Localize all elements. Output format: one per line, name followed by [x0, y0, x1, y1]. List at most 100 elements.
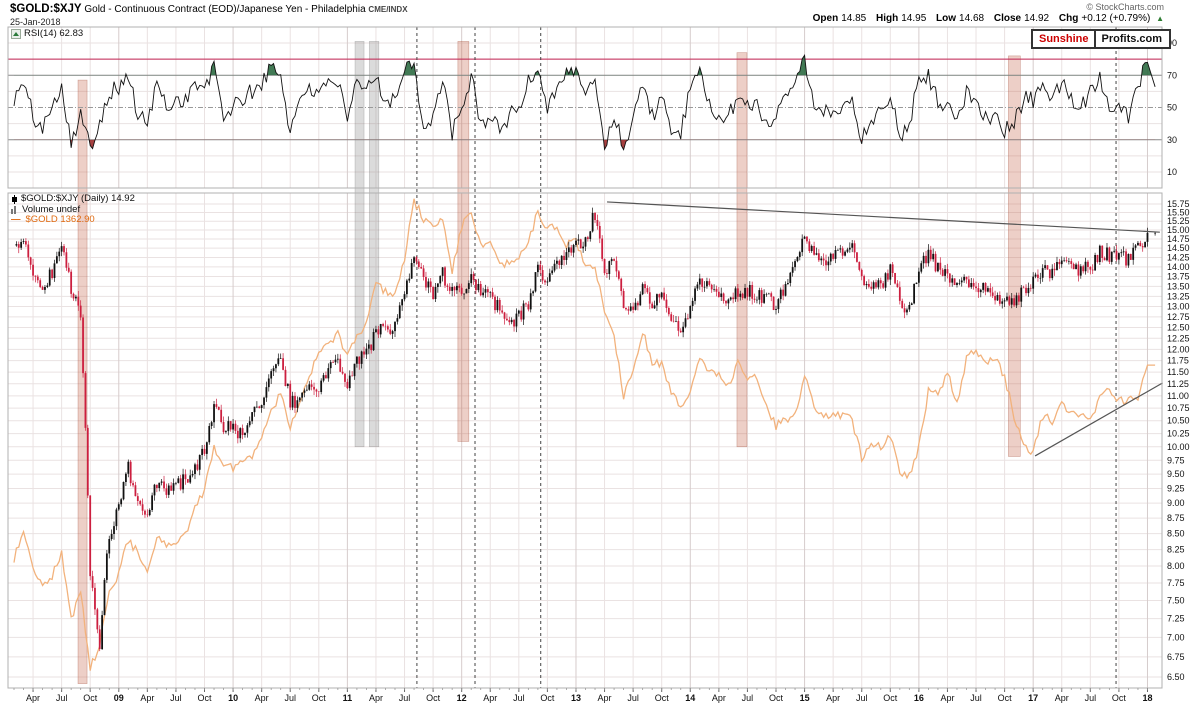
svg-text:6.75: 6.75 [1167, 652, 1185, 662]
logo-part-profits: Profits.com [1093, 31, 1170, 47]
svg-text:11.75: 11.75 [1167, 356, 1189, 366]
svg-text:9.25: 9.25 [1167, 483, 1185, 493]
rsi-y-axis-labels: 90 70 50 30 10 [1167, 38, 1177, 177]
chart-date: 25-Jan-2018 [10, 17, 61, 27]
svg-text:8.00: 8.00 [1167, 561, 1185, 571]
symbol-label: $GOLD:$XJY [10, 3, 82, 15]
svg-text:10: 10 [228, 693, 238, 703]
svg-text:7.25: 7.25 [1167, 614, 1185, 624]
svg-text:12.50: 12.50 [1167, 323, 1190, 333]
svg-text:50: 50 [1167, 103, 1177, 113]
svg-text:Apr: Apr [26, 693, 40, 703]
svg-text:13.75: 13.75 [1167, 272, 1190, 282]
indicator-icon [11, 28, 21, 39]
svg-text:Apr: Apr [712, 693, 726, 703]
svg-text:12.75: 12.75 [1167, 312, 1190, 322]
copyright-label: © StockCharts.com [1086, 2, 1164, 12]
svg-text:7.75: 7.75 [1167, 578, 1185, 588]
svg-text:Oct: Oct [540, 693, 555, 703]
high-value: 14.95 [901, 13, 927, 24]
legend-overlay-text: $GOLD 1362.90 [25, 214, 95, 225]
svg-text:Oct: Oct [769, 693, 784, 703]
svg-text:Oct: Oct [655, 693, 670, 703]
svg-text:Apr: Apr [140, 693, 154, 703]
symbol-description: Gold - Continuous Contract (EOD)/Japanes… [84, 4, 366, 15]
svg-text:Apr: Apr [940, 693, 954, 703]
svg-text:9.75: 9.75 [1167, 455, 1185, 465]
svg-text:6.50: 6.50 [1167, 672, 1185, 682]
svg-text:9.00: 9.00 [1167, 498, 1185, 508]
svg-text:Oct: Oct [312, 693, 327, 703]
svg-text:13: 13 [571, 693, 581, 703]
svg-text:15.25: 15.25 [1167, 216, 1190, 226]
logo-part-sunshine: Sunshine [1039, 33, 1089, 45]
change-value: +0.12 (+0.79%) [1081, 13, 1151, 24]
svg-text:Jul: Jul [399, 693, 411, 703]
legend-volume-row: Volume undef [11, 203, 135, 216]
svg-text:Apr: Apr [1055, 693, 1069, 703]
svg-text:Oct: Oct [83, 693, 98, 703]
svg-text:Oct: Oct [197, 693, 212, 703]
low-value: 14.68 [959, 13, 985, 24]
svg-text:Apr: Apr [369, 693, 383, 703]
change-label: Chg [1058, 13, 1079, 24]
svg-text:Jul: Jul [742, 693, 754, 703]
main-y-axis-labels: 15.7515.5015.2515.0014.7514.5014.2514.00… [1167, 199, 1190, 682]
svg-text:12.25: 12.25 [1167, 333, 1190, 343]
rsi-label-text: RSI(14) 62.83 [24, 28, 84, 39]
svg-text:7.50: 7.50 [1167, 596, 1185, 606]
rsi-indicator-legend: RSI(14) 62.83 [11, 28, 83, 39]
svg-text:13.25: 13.25 [1167, 291, 1190, 301]
svg-text:Oct: Oct [998, 693, 1013, 703]
svg-text:15.50: 15.50 [1167, 208, 1190, 218]
close-label: Close [993, 13, 1022, 24]
svg-text:09: 09 [114, 693, 124, 703]
chart-title: $GOLD:$XJY Gold - Continuous Contract (E… [10, 3, 408, 15]
overlay-line-icon: — [11, 214, 21, 225]
main-chart-legend: $GOLD:$XJY (Daily) 14.92 Volume undef — … [11, 193, 135, 226]
svg-text:Jul: Jul [56, 693, 68, 703]
svg-text:15.75: 15.75 [1167, 199, 1190, 209]
svg-text:Jul: Jul [627, 693, 639, 703]
svg-text:15: 15 [800, 693, 810, 703]
open-value: 14.85 [841, 13, 867, 24]
svg-text:Jul: Jul [170, 693, 182, 703]
close-value: 14.92 [1024, 13, 1050, 24]
svg-text:11.00: 11.00 [1167, 391, 1189, 401]
legend-volume-text: Volume undef [22, 203, 81, 215]
svg-text:11.25: 11.25 [1167, 379, 1189, 389]
svg-text:17: 17 [1028, 693, 1038, 703]
svg-text:Jul: Jul [856, 693, 868, 703]
svg-text:70: 70 [1167, 70, 1177, 80]
svg-text:8.75: 8.75 [1167, 513, 1185, 523]
svg-text:13.00: 13.00 [1167, 302, 1190, 312]
svg-text:90: 90 [1167, 38, 1177, 48]
open-label: Open [812, 13, 839, 24]
volume-bars-icon [11, 205, 19, 214]
legend-overlay-row: — $GOLD 1362.90 [11, 214, 135, 226]
legend-symbol-text: $GOLD:$XJY (Daily) 14.92 [21, 193, 135, 204]
svg-text:7.00: 7.00 [1167, 632, 1185, 642]
svg-text:18: 18 [1142, 693, 1152, 703]
svg-text:10.50: 10.50 [1167, 416, 1190, 426]
svg-text:10.00: 10.00 [1167, 442, 1190, 452]
svg-text:12: 12 [457, 693, 467, 703]
low-label: Low [936, 13, 957, 24]
svg-text:9.50: 9.50 [1167, 469, 1185, 479]
svg-text:8.25: 8.25 [1167, 545, 1185, 555]
svg-text:10: 10 [1167, 167, 1177, 177]
svg-text:15.00: 15.00 [1167, 225, 1190, 235]
svg-text:Jul: Jul [513, 693, 525, 703]
sunshine-profits-logo: Sunshine Profits.com [1031, 29, 1172, 49]
svg-text:Jul: Jul [1085, 693, 1097, 703]
svg-text:13.50: 13.50 [1167, 281, 1190, 291]
svg-text:Oct: Oct [1112, 693, 1127, 703]
svg-text:Apr: Apr [483, 693, 497, 703]
ohlc-quote-row: Open 14.85 High 14.95 Low 14.68 Close 14.92 … [806, 13, 1164, 24]
exchange-label: CME/INDX [368, 5, 408, 14]
svg-text:14.25: 14.25 [1167, 252, 1190, 262]
svg-text:Apr: Apr [598, 693, 612, 703]
high-label: High [876, 13, 899, 24]
